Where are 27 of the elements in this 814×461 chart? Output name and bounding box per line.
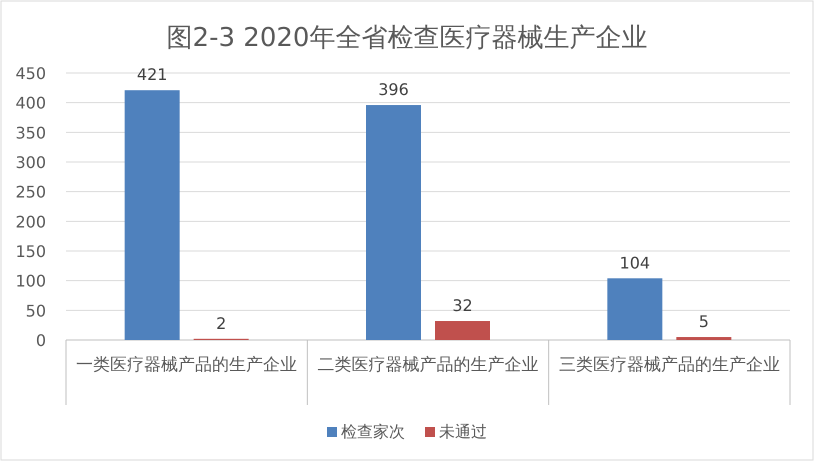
- data-label: 396: [378, 80, 409, 100]
- y-tick-label: 50: [26, 301, 46, 320]
- x-tick-label: 二类医疗器械产品的生产企业: [318, 355, 538, 375]
- bar: [435, 321, 490, 340]
- y-tick-label: 0: [36, 331, 46, 350]
- data-label: 2: [216, 314, 226, 333]
- x-tick-label: 三类医疗器械产品的生产企业: [558, 355, 780, 375]
- bar: [676, 337, 732, 340]
- legend-label: 未通过: [439, 422, 487, 441]
- data-label: 421: [136, 65, 168, 84]
- y-tick-label: 150: [15, 242, 46, 261]
- x-tick-label: 一类医疗器械产品的生产企业: [76, 355, 298, 375]
- y-tick-label: 250: [15, 182, 46, 202]
- data-label: 104: [620, 253, 650, 272]
- y-tick-label: 400: [15, 94, 46, 113]
- y-tick-label: 350: [15, 123, 46, 142]
- chart-title: 图2-3 2020年全省检查医疗器械生产企业: [166, 23, 648, 53]
- data-label: 5: [698, 312, 709, 332]
- y-tick-label: 450: [15, 64, 46, 83]
- y-tick-label: 300: [15, 153, 46, 172]
- y-tick-label: 200: [15, 212, 46, 232]
- bar: [124, 90, 180, 340]
- legend-label: 检查家次: [341, 422, 405, 441]
- bar: [366, 105, 421, 340]
- y-tick-label: 100: [15, 272, 46, 291]
- bar: [607, 278, 662, 340]
- data-label: 32: [452, 296, 473, 316]
